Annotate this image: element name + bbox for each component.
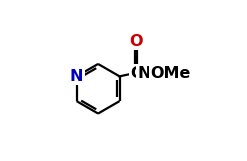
Text: NH: NH (137, 66, 164, 81)
Text: O: O (129, 34, 143, 49)
Text: OMe: OMe (150, 66, 191, 81)
Text: C: C (130, 66, 142, 81)
Text: N: N (70, 69, 83, 84)
